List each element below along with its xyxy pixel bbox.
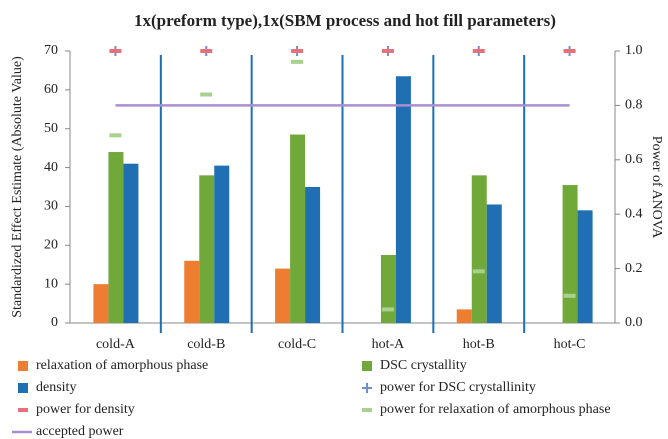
bar [123, 163, 139, 323]
y-axis-label: Standardized Effect Estimate (Absolute V… [10, 56, 25, 318]
dash-marker [563, 49, 576, 53]
bar [184, 260, 200, 323]
legend-label: relaxation of amorphous phase [36, 358, 208, 373]
x-tick-label: hot-C [554, 337, 586, 352]
bar [214, 165, 230, 323]
legend-swatch [362, 408, 372, 412]
y-tick-label: 60 [44, 82, 58, 97]
dash-marker [472, 269, 485, 274]
x-tick-label: hot-B [463, 337, 495, 352]
bar [471, 175, 487, 323]
y2-tick-label: 0.2 [625, 261, 643, 276]
legend-label: DSC crystallity [380, 358, 467, 373]
bar [380, 255, 396, 323]
dash-marker [472, 49, 485, 53]
y-tick-label: 0 [51, 315, 58, 330]
y2-axis-label: Power of ANOVA [649, 136, 664, 239]
y2-tick-label: 0.6 [625, 152, 643, 167]
x-tick-label: cold-C [278, 337, 316, 352]
legend-label: accepted power [36, 424, 124, 439]
bar [486, 204, 502, 323]
bar [577, 210, 593, 323]
dash-marker [291, 49, 304, 53]
bar [108, 152, 124, 323]
legend-swatch [18, 361, 28, 371]
bar [395, 76, 411, 323]
chart-title: 1x(preform type),1x(SBM process and hot … [134, 11, 556, 30]
dash-marker [200, 49, 213, 53]
dash-marker [109, 49, 122, 53]
bar [305, 187, 321, 323]
y2-tick-label: 0.0 [625, 315, 643, 330]
y-tick-label: 40 [44, 160, 58, 175]
x-tick-label: cold-B [187, 337, 225, 352]
legend-label: density [36, 380, 76, 395]
y-tick-label: 50 [44, 121, 58, 136]
legend-swatch [18, 383, 28, 393]
x-tick-label: hot-A [372, 337, 406, 352]
bar [562, 185, 578, 323]
y2-tick-label: 1.0 [625, 43, 643, 58]
legend-swatch [362, 383, 372, 393]
legend: relaxation of amorphous phase DSC crystal… [12, 358, 611, 439]
dash-marker [563, 293, 576, 298]
bar [275, 268, 291, 323]
y-tick-label: 30 [44, 199, 58, 214]
y-tick-label: 20 [44, 238, 58, 253]
dash-marker [381, 49, 394, 53]
x-tick-label: cold-A [96, 337, 136, 352]
legend-label: power for DSC crystallinity [380, 380, 536, 395]
bar [199, 175, 215, 323]
y2-tick-label: 0.8 [625, 98, 643, 113]
legend-swatch [18, 408, 28, 412]
dash-marker [291, 59, 304, 64]
y-tick-label: 70 [44, 43, 58, 58]
legend-label: power for density [36, 402, 135, 417]
y2-tick-label: 0.4 [625, 206, 643, 221]
y-tick-label: 10 [44, 276, 58, 291]
dash-marker [109, 133, 122, 138]
bar [456, 309, 472, 323]
bar [290, 134, 306, 323]
bar [93, 284, 109, 323]
legend-swatch [362, 361, 372, 371]
legend-label: power for relaxation of amorphous phase [380, 402, 611, 417]
dash-marker [200, 92, 213, 97]
dash-marker [381, 307, 394, 312]
